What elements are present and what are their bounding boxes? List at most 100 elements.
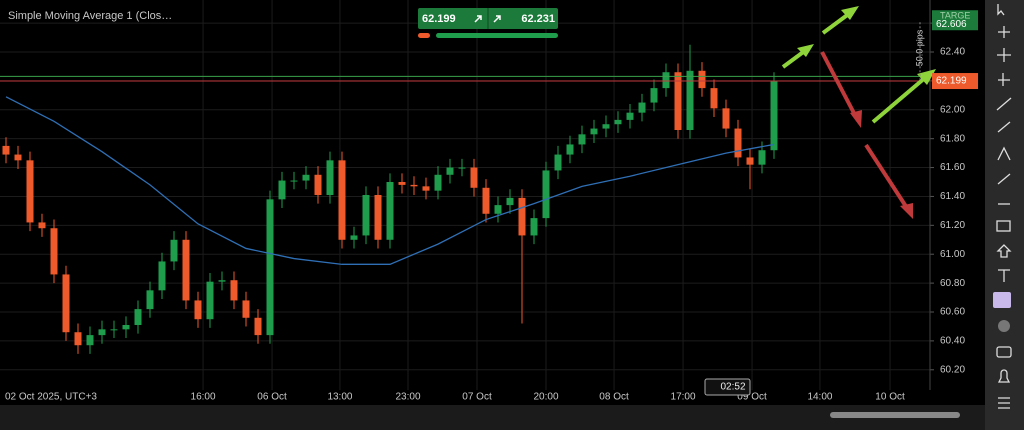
y-tick-label: 61.40	[940, 191, 965, 202]
y-tick-label: 60.20	[940, 364, 965, 375]
camera-icon[interactable]	[996, 346, 1012, 358]
buy-icon	[493, 15, 501, 23]
candle-body	[230, 280, 238, 301]
bid-tag	[932, 73, 978, 90]
candle-body	[98, 329, 106, 336]
toolbar	[985, 0, 1024, 430]
crosshair-icon[interactable]	[998, 26, 1010, 38]
candle-body	[398, 182, 406, 185]
target-tag-label: TARGE	[940, 11, 970, 21]
pen-icon[interactable]	[997, 121, 1011, 133]
x-tick-label: 13:00	[327, 392, 352, 403]
candle-body	[470, 167, 478, 188]
scrollbar-thumb[interactable]	[830, 412, 960, 418]
sell-price[interactable]: 62.199	[422, 13, 456, 25]
trend-icon[interactable]	[996, 97, 1012, 111]
y-tick-label: 60.80	[940, 278, 965, 289]
buy-price[interactable]: 62.231	[521, 13, 555, 25]
arrow	[821, 11, 852, 35]
line-tool-icon[interactable]	[997, 48, 1011, 62]
candle-body	[266, 199, 274, 336]
candle-body	[326, 160, 334, 195]
candle-body	[86, 335, 94, 346]
candle-body	[686, 70, 694, 130]
color-swatch[interactable]	[993, 292, 1011, 308]
sma-line	[5, 96, 775, 265]
rect-icon[interactable]	[996, 220, 1011, 232]
candle-body	[434, 174, 442, 191]
width-icon[interactable]	[998, 320, 1010, 332]
alert-icon[interactable]	[997, 369, 1011, 383]
pointer-icon[interactable]	[997, 4, 1005, 16]
y-tick-label: 61.80	[940, 133, 965, 144]
candle-body	[206, 281, 214, 320]
candle-body	[662, 72, 670, 89]
x-tick-label: 20:00	[533, 392, 558, 403]
candle-body	[350, 235, 358, 240]
arrow	[864, 143, 909, 210]
candle-body	[338, 160, 346, 240]
annotation-arrows	[781, 6, 936, 219]
arrow-head	[850, 110, 862, 128]
y-tick-label: 61.20	[940, 220, 965, 231]
candle-body	[194, 300, 202, 320]
arrow-head	[841, 6, 859, 20]
candle-body	[698, 70, 706, 89]
candle-body	[218, 280, 226, 282]
candle-body	[386, 182, 394, 240]
toolbar-icons	[993, 4, 1012, 409]
candle-body	[146, 290, 154, 310]
text-icon[interactable]	[998, 269, 1010, 282]
x-tick-label: 16:00	[191, 392, 216, 403]
candle-body	[50, 228, 58, 275]
candle-body	[290, 180, 298, 182]
candle-body	[758, 150, 766, 165]
candle-body	[578, 134, 586, 145]
candle-body	[626, 112, 634, 120]
y-tick-label: 61.00	[940, 249, 965, 260]
candle-body	[674, 72, 682, 130]
candle-body	[602, 124, 610, 129]
pips-label: 50.0 pips	[914, 29, 924, 66]
hline-icon[interactable]	[998, 73, 1010, 86]
candle-body	[422, 186, 430, 191]
brush-icon[interactable]	[997, 173, 1011, 185]
candle-body	[542, 170, 550, 219]
candle-body	[530, 218, 538, 236]
cursor-time: 02:52	[720, 382, 745, 393]
candle-body	[482, 187, 490, 214]
bid-tag-label: 62.199	[936, 76, 967, 87]
candle-body	[182, 239, 190, 301]
candle-body	[722, 108, 730, 129]
candle-body	[770, 80, 778, 151]
x-tick-label: 09 Oct	[737, 392, 767, 403]
grid: 60.20 60.40 60.60 60.80 61.00 61.20 61.40 61.60…	[0, 0, 965, 403]
arrow-icon[interactable]	[996, 244, 1012, 258]
candle-body	[14, 154, 22, 161]
candle-body	[518, 197, 526, 236]
candle-body	[242, 300, 250, 318]
arrow	[820, 51, 858, 118]
y-tick-label: 62.40	[940, 47, 965, 58]
candle-body	[458, 167, 466, 169]
x-tick-label: 17:00	[671, 392, 696, 403]
fib-icon[interactable]	[997, 146, 1011, 161]
candle-body	[314, 174, 322, 195]
cursor-time-box[interactable]	[704, 378, 751, 396]
candle-body	[506, 197, 514, 206]
y-tick-label: 61.60	[940, 162, 965, 173]
candle-body	[170, 239, 178, 262]
arrow-head	[917, 69, 936, 85]
menu-icon[interactable]	[998, 397, 1010, 409]
x-tick-label: 10 Oct	[875, 392, 905, 403]
arrow	[871, 75, 928, 124]
overlay: Simple Moving Average 1 (Clos… 62.199 62…	[8, 4, 1012, 409]
x-tick-label: 02 Oct 2025, UTC+3	[5, 392, 97, 403]
candle-body	[638, 102, 646, 113]
y-tick-label: 60.60	[940, 307, 965, 318]
x-tick-label: 07 Oct	[462, 392, 492, 403]
x-tick-label: 08 Oct	[599, 392, 629, 403]
